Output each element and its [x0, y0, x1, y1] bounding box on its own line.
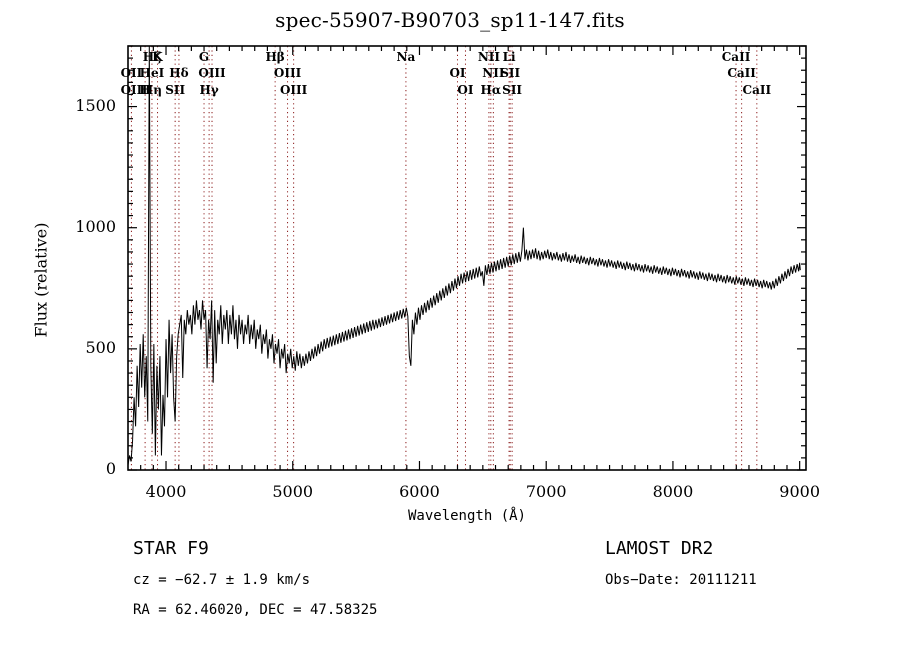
- spectral-line-label: CaII: [742, 83, 772, 97]
- metadata-footer: STAR F9 cz = −62.7 ± 1.9 km/s RA = 62.46…: [0, 530, 900, 640]
- spectral-line-label: OI: [457, 83, 474, 97]
- spectral-line-label: HeI: [139, 66, 165, 80]
- y-tick-label: 500: [85, 337, 116, 357]
- x-tick-label: 4000: [145, 482, 187, 501]
- object-class: STAR F9: [133, 538, 209, 559]
- obs-date: Obs−Date: 20111211: [605, 572, 757, 588]
- spectral-line-label: Hη: [141, 83, 162, 97]
- spectral-line-label: NII: [477, 50, 501, 64]
- y-axis-tick-labels: 0 500 1000 1500: [0, 0, 124, 650]
- spectral-line-label: OIII: [279, 83, 308, 97]
- spectral-line-label: Hα: [480, 83, 502, 97]
- spectral-line-label: Li: [502, 50, 516, 64]
- spectral-line-label: SII: [500, 66, 521, 80]
- x-tick-label: 6000: [399, 482, 440, 501]
- x-tick-label: 8000: [652, 482, 694, 501]
- spectral-line-label: Hβ: [265, 50, 285, 64]
- radial-velocity: cz = −62.7 ± 1.9 km/s: [133, 572, 311, 588]
- y-tick-label: 1500: [75, 95, 116, 115]
- x-tick-label: 7000: [525, 482, 567, 501]
- spectral-line-label: OII: [120, 66, 143, 80]
- x-tick-label: 5000: [272, 482, 314, 501]
- spectral-line-label: OIII: [198, 66, 226, 80]
- spectral-line-label: OIII: [273, 66, 302, 80]
- spectral-line-label: SII: [165, 83, 186, 97]
- y-tick-label: 0: [105, 459, 116, 478]
- spectral-line-label: Hγ: [199, 83, 219, 97]
- spectral-line-label: CaII: [727, 66, 756, 80]
- x-axis-label: Wavelength (Å): [407, 508, 526, 524]
- spectral-line-label: NII: [482, 66, 505, 80]
- survey-label: LAMOST DR2: [605, 538, 714, 559]
- spectral-line-label: K: [152, 50, 163, 64]
- spectral-line-label: G: [198, 50, 210, 64]
- y-tick-label: 1000: [75, 216, 116, 236]
- spectral-line-label: OII: [120, 83, 143, 97]
- coordinates: RA = 62.46020, DEC = 47.58325: [133, 602, 378, 618]
- spectral-line-label: Hζ: [142, 50, 162, 64]
- x-tick-label: 9000: [779, 482, 821, 501]
- page-title: spec-55907-B90703_sp11-147.fits: [275, 8, 625, 32]
- spectral-line-label: CaII: [721, 50, 751, 64]
- spectral-line-label: SII: [502, 83, 523, 97]
- x-axis-tick-labels: 4000 5000 6000 7000 8000 9000: [0, 482, 900, 506]
- spectral-line-label: H: [139, 83, 151, 97]
- spectral-line-label: Na: [396, 50, 416, 64]
- spectral-line-label: Hδ: [169, 66, 189, 80]
- spectral-line-label: OI: [449, 66, 466, 80]
